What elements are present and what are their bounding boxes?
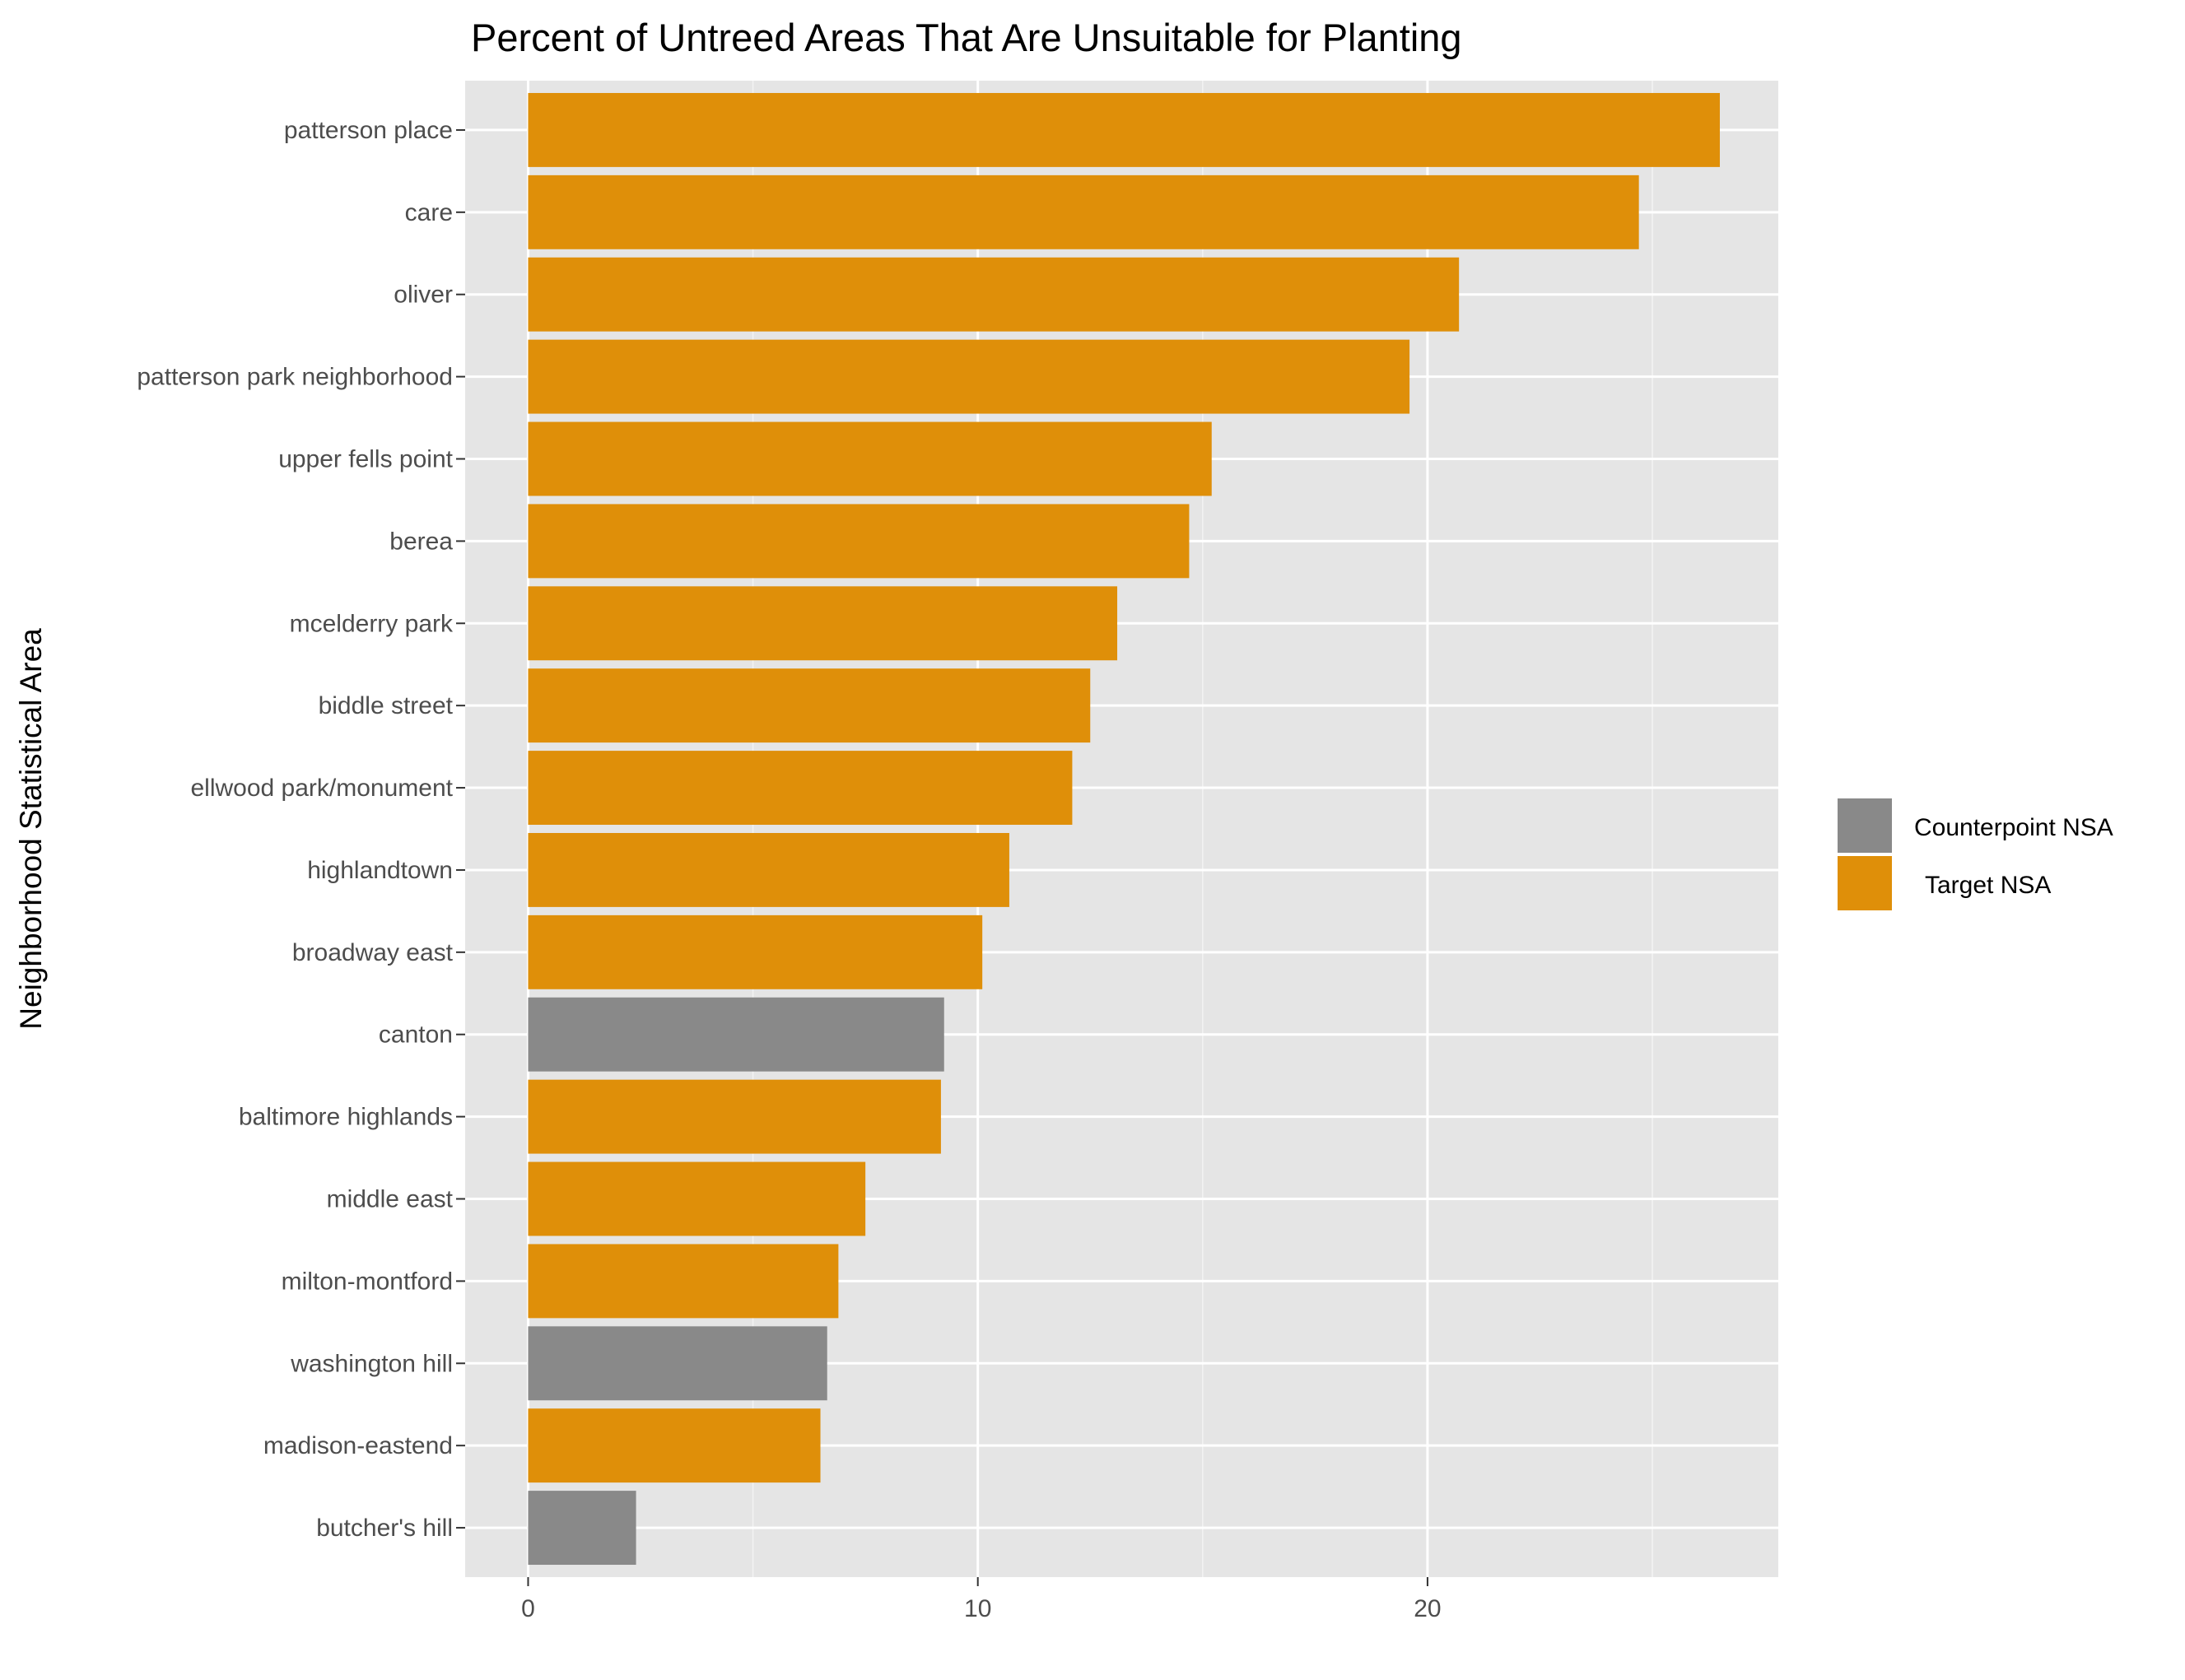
y-tick-label: highlandtown xyxy=(307,857,453,884)
bar xyxy=(528,92,1720,167)
y-tick-label: ellwood park/monument xyxy=(190,775,453,802)
bar xyxy=(528,421,1212,496)
bar xyxy=(528,997,944,1072)
bar xyxy=(528,504,1190,579)
bar xyxy=(528,339,1410,414)
bar xyxy=(528,914,983,989)
bar xyxy=(528,832,1009,907)
bar xyxy=(528,668,1091,743)
y-tick-label: care xyxy=(405,199,453,226)
y-tick-label: patterson place xyxy=(284,117,453,144)
legend-label-target: Target NSA xyxy=(1925,872,2051,899)
legend-label-counterpoint: Counterpoint NSA xyxy=(1914,814,2113,841)
y-tick-label: middle east xyxy=(327,1186,454,1213)
x-tick-label: 0 xyxy=(521,1595,535,1622)
bar xyxy=(528,1079,941,1154)
y-tick-labels: patterson place care oliver patterson park … xyxy=(137,117,465,1542)
bar xyxy=(528,1244,839,1319)
y-tick-label: broadway east xyxy=(292,939,454,966)
bar xyxy=(528,1408,821,1483)
chart-title: Percent of Untreed Areas That Are Unsuit… xyxy=(471,16,1462,59)
x-tick-label: 10 xyxy=(964,1595,991,1622)
y-tick-label: madison-eastend xyxy=(263,1432,453,1459)
bars xyxy=(528,92,1720,1566)
bar xyxy=(528,257,1460,332)
y-tick-label: mcelderry park xyxy=(290,610,454,637)
bar xyxy=(528,1326,827,1401)
y-tick-label: butcher's hill xyxy=(316,1515,453,1542)
y-tick-label: biddle street xyxy=(319,692,454,719)
x-tick-label: 20 xyxy=(1414,1595,1441,1622)
bar xyxy=(528,1161,866,1236)
y-tick-label: oliver xyxy=(394,282,453,309)
y-tick-label: canton xyxy=(379,1021,453,1049)
bar xyxy=(528,1491,636,1566)
x-tick-labels: 0 10 20 xyxy=(521,1577,1442,1622)
legend-swatch-counterpoint xyxy=(1838,798,1892,853)
legend: Counterpoint NSA Target NSA xyxy=(1838,798,2113,910)
bar xyxy=(528,751,1073,826)
legend-swatch-target xyxy=(1838,856,1892,910)
bar xyxy=(528,586,1118,661)
y-tick-label: baltimore highlands xyxy=(239,1104,453,1131)
bar xyxy=(528,175,1639,249)
y-tick-label: milton-montford xyxy=(282,1268,453,1295)
y-tick-label: washington hill xyxy=(290,1350,453,1377)
y-axis-title: Neighborhood Statistical Area xyxy=(14,628,48,1030)
y-tick-label: patterson park neighborhood xyxy=(137,364,453,391)
y-tick-label: berea xyxy=(389,528,453,555)
y-tick-label: upper fells point xyxy=(278,445,453,472)
